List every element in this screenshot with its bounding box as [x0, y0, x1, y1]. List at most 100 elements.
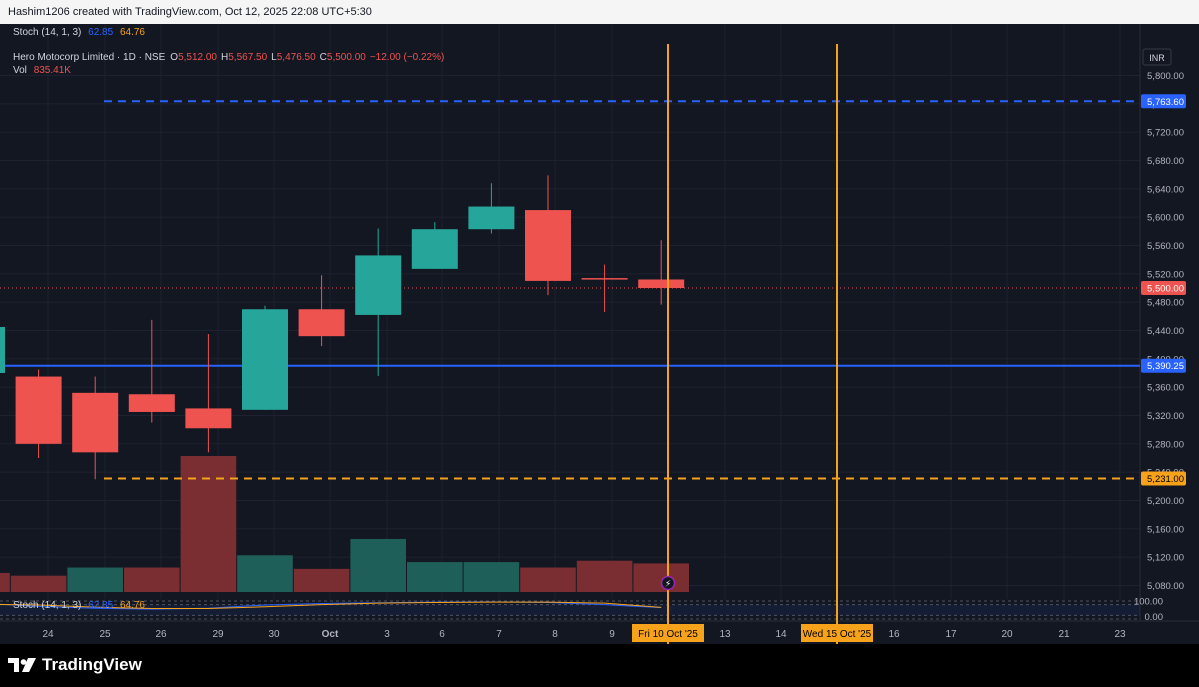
volume-value: 835.41K	[33, 65, 71, 76]
price-tick: 5,160.00	[1147, 524, 1184, 535]
stoch-tick: 100.00	[1134, 597, 1163, 608]
time-tick: Oct	[322, 629, 339, 640]
stoch-band	[0, 604, 1140, 616]
candlestick-chart[interactable]: ⚡ INR5,800.005,760.005,720.005,680.005,6…	[0, 24, 1199, 644]
volume-bar	[520, 567, 576, 592]
candle-body	[128, 394, 175, 412]
candle-body	[638, 279, 685, 288]
candle-body	[0, 326, 5, 373]
candle-body	[411, 229, 458, 269]
price-tick: 5,720.00	[1147, 128, 1184, 139]
symbol-legend: Hero Motocorp Limited · 1D · NSE O5,512.0…	[13, 52, 448, 63]
time-tick: 14	[775, 629, 787, 640]
stochastic-pane	[0, 600, 1140, 620]
time-tick: 3	[384, 629, 390, 640]
time-tick: 21	[1058, 629, 1070, 640]
chart-area[interactable]: ⚡ INR5,800.005,760.005,720.005,680.005,6…	[0, 24, 1199, 644]
stoch-legend-top: Stoch (14, 1, 3) 62.85 64.76	[13, 27, 149, 38]
change-value: −12.00 (−0.22%)	[369, 52, 445, 63]
volume-bar	[463, 562, 520, 592]
stoch-k-value: 62.85	[88, 27, 114, 38]
price-tick: 5,440.00	[1147, 326, 1184, 337]
volume-bar	[407, 562, 463, 592]
time-tick: 30	[268, 629, 280, 640]
price-label: 5,500.00	[1147, 284, 1184, 295]
price-tick: 5,680.00	[1147, 156, 1184, 167]
time-tick: 24	[42, 629, 54, 640]
price-tick: 5,600.00	[1147, 213, 1184, 224]
candle-body	[72, 392, 119, 453]
candle-body	[355, 255, 402, 315]
time-tick: 16	[888, 629, 900, 640]
vertical-lines[interactable]: ⚡	[660, 44, 838, 644]
grid-lines	[0, 24, 1199, 622]
currency-box	[1142, 48, 1172, 66]
price-label: 5,231.00	[1147, 474, 1184, 485]
time-highlight-label: Fri 10 Oct '25	[638, 629, 698, 640]
volume-label: Vol	[13, 65, 27, 76]
event-marker-circle	[660, 575, 676, 591]
low-value: 5,476.50	[276, 52, 316, 63]
stoch-legend-bottom: Stoch (14, 1, 3) 62.85 64.76	[13, 600, 149, 611]
candle-body	[298, 309, 345, 337]
time-axis[interactable]: 24 25 26 29 30 Oct 3 6 7 8 9 13 14 16 17 20 21 23 Fri 10 O…	[42, 624, 1126, 642]
candle-body	[15, 376, 62, 444]
volume-bar	[124, 567, 180, 592]
volume-bar	[0, 572, 10, 592]
price-label-box	[1141, 281, 1186, 295]
event-marker: ⚡	[660, 575, 676, 591]
price-label-box	[1141, 94, 1186, 109]
time-tick: 20	[1001, 629, 1013, 640]
currency-label: INR	[1149, 53, 1165, 63]
price-label: 5,763.60	[1147, 97, 1184, 108]
tradingview-logo-text: TradingView	[42, 655, 142, 674]
stoch-title: Stoch (14, 1, 3)	[13, 27, 82, 38]
stoch-tick: 0.00	[1145, 612, 1164, 623]
open-value: 5,512.00	[178, 52, 217, 63]
stoch-d-value: 64.76	[119, 27, 145, 38]
time-highlight-label: Wed 15 Oct '25	[803, 629, 872, 640]
tradingview-logo: TradingView	[8, 655, 142, 675]
price-label-box	[1141, 471, 1186, 486]
volume-bar	[67, 567, 123, 592]
close-label: C	[319, 52, 327, 63]
price-tick: 5,520.00	[1147, 269, 1184, 280]
time-tick: 26	[155, 629, 167, 640]
candle-body	[525, 210, 571, 281]
time-tick: 13	[719, 629, 731, 640]
price-tick: 5,560.00	[1147, 241, 1184, 252]
lightning-icon: ⚡	[665, 579, 671, 589]
time-tick: 7	[496, 629, 502, 640]
volume-bar	[293, 568, 350, 592]
stoch-d-line	[0, 601, 662, 610]
volume-bar	[576, 560, 633, 592]
price-label: 5,390.25	[1147, 361, 1184, 372]
close-value: 5,500.00	[326, 52, 366, 63]
candle-body	[468, 206, 515, 230]
volume-bar	[237, 555, 293, 592]
time-tick: 8	[552, 629, 558, 640]
candles	[0, 175, 685, 480]
volume-bar	[633, 563, 689, 592]
price-tick: 5,800.00	[1147, 71, 1184, 82]
price-tick: 5,280.00	[1147, 439, 1184, 450]
horizontal-lines[interactable]	[0, 100, 1140, 480]
volume-bar	[180, 456, 237, 592]
time-highlight-box	[632, 624, 704, 642]
attribution-bar: Hashim1206 created with TradingView.com,…	[0, 0, 1199, 24]
volume-bar	[350, 538, 406, 592]
lower-stoch-k: 62.85	[88, 600, 114, 611]
lower-stoch-title: Stoch (14, 1, 3)	[13, 600, 82, 611]
price-tick: 5,200.00	[1147, 496, 1184, 507]
tradingview-logo-icon	[8, 658, 36, 672]
price-label-box	[1141, 358, 1186, 373]
time-tick: 17	[945, 629, 957, 640]
open-label: O	[170, 52, 179, 63]
high-label: H	[221, 52, 229, 63]
price-tick: 5,360.00	[1147, 383, 1184, 394]
price-axis[interactable]: INR5,800.005,760.005,720.005,680.005,640…	[1134, 48, 1186, 623]
time-tick: 29	[212, 629, 224, 640]
time-tick: 9	[609, 629, 615, 640]
low-label: L	[271, 52, 277, 63]
price-tick: 5,080.00	[1147, 581, 1184, 592]
